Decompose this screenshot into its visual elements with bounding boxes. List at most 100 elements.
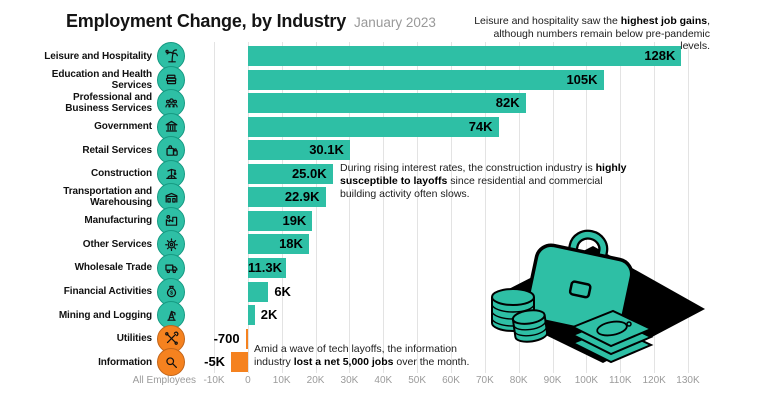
x-axis-tick: 60K [442, 375, 460, 386]
annotation-text: Leisure and hospitality saw the [474, 15, 621, 27]
bar-value-label: 2K [260, 307, 278, 323]
bar-value-label: -5K [204, 354, 226, 370]
x-axis-tick: 50K [408, 375, 427, 386]
annotation-text: During rising interest rates, the constr… [340, 162, 596, 174]
gridline [315, 42, 317, 373]
gridline [281, 42, 283, 373]
palm-tree-icon [157, 42, 185, 70]
bar-value-label: 105K [566, 71, 598, 87]
x-axis-tick: 40K [374, 375, 393, 386]
annotation-bold-text: highly susceptible to layoffs [340, 162, 627, 187]
bar [248, 234, 309, 255]
x-axis-tick: 10K [272, 375, 291, 386]
bar [248, 210, 313, 231]
x-axis-tick: 80K [509, 375, 528, 386]
bar-value-label: 74K [468, 118, 493, 134]
x-axis-tick: 0 [245, 375, 251, 386]
warehouse-icon [157, 183, 185, 212]
annotation-leisure-hospitality: Leisure and hospitality saw the highest … [468, 15, 710, 53]
bar-value-label: 25.0K [291, 165, 327, 181]
annotation-text: over the month. [393, 356, 470, 368]
bar-value-label: 82K [495, 95, 520, 111]
bar-value-label: -700 [213, 330, 240, 346]
bar [248, 257, 287, 278]
x-axis-tick: 110K [608, 375, 632, 386]
gridline [349, 42, 351, 373]
crane-icon [157, 159, 185, 188]
category-label: Mining and Logging [58, 309, 152, 321]
bar [248, 305, 255, 326]
books-icon [157, 65, 185, 94]
annotation-text: , although numbers remain below pre-pand… [493, 15, 710, 52]
briefcase-money-illustration [473, 213, 718, 373]
annotation-text: since residential and commercial buildin… [340, 175, 603, 200]
x-axis-tick: 70K [475, 375, 494, 386]
x-axis-tick: 130K [676, 375, 700, 386]
annotation-construction: During rising interest rates, the constr… [340, 162, 636, 201]
bar [248, 187, 326, 208]
shopping-bags-icon [157, 136, 185, 165]
x-axis-tick: 120K [642, 375, 666, 386]
annotation-information: Amid a wave of tech layoffs, the informa… [254, 343, 480, 369]
category-label: Professional and Business Services [65, 92, 152, 115]
gridline [620, 42, 622, 373]
annotation-text: Amid a wave of tech layoffs, the informa… [254, 343, 457, 368]
bar [248, 163, 333, 184]
category-label: Utilities [116, 333, 152, 345]
category-label: Leisure and Hospitality [44, 50, 152, 62]
bar-value-label: 128K [644, 48, 676, 63]
gridline [654, 42, 656, 373]
gridline [214, 42, 215, 373]
bar [248, 140, 350, 161]
category-label: Manufacturing [84, 215, 152, 227]
annotation-bold-text: highest job gains [620, 15, 708, 27]
people-group-icon [157, 89, 185, 118]
bar [248, 281, 269, 302]
gridline [383, 42, 385, 373]
annotation-bold-text: lost a net 5,000 jobs [293, 356, 394, 368]
bar [231, 352, 248, 373]
category-label: Education and Health Services [51, 68, 152, 91]
bar-value-label: 30.1K [309, 142, 344, 158]
bar-value-label: 6K [274, 283, 291, 299]
oil-derrick-icon [157, 301, 185, 330]
delivery-truck-icon [157, 253, 185, 282]
category-label: Financial Activities [63, 286, 152, 297]
bar [245, 328, 248, 349]
x-axis-tick: 30K [340, 375, 359, 386]
gridline [417, 42, 419, 373]
category-label: Wholesale Trade [74, 262, 153, 274]
x-axis-tick: 20K [306, 375, 325, 386]
bar-value-label: 18K [279, 236, 303, 252]
header: Employment Change, by Industry January 2… [66, 11, 436, 32]
gear-icon [157, 230, 185, 259]
category-label: Transportation and Warehousing [63, 186, 152, 209]
bar [248, 93, 526, 114]
category-label: Other Services [82, 238, 152, 250]
bar-value-label: 22.9K [284, 189, 320, 205]
gridline [518, 42, 520, 373]
x-axis-tick: -10K [203, 375, 225, 386]
gridline [450, 42, 452, 373]
category-label: Government [94, 121, 152, 133]
category-label: Information [98, 356, 152, 368]
gridline [586, 42, 588, 373]
x-axis-title: All Employees [132, 375, 196, 386]
gridline [484, 42, 486, 373]
svg-text:$: $ [170, 290, 173, 296]
page-subtitle: January 2023 [354, 15, 436, 30]
bar-value-label: 19K [282, 212, 307, 228]
x-axis-tick: 100K [574, 375, 599, 386]
bar-value-label: 11.3K [248, 259, 282, 275]
bar [248, 69, 604, 90]
bar [248, 116, 499, 137]
money-bag-icon: $ [157, 277, 185, 306]
magnifying-glass-icon [157, 348, 185, 377]
category-label: Construction [90, 168, 152, 180]
gridline [552, 42, 554, 373]
page-title: Employment Change, by Industry [66, 11, 347, 31]
bar [248, 46, 682, 66]
gridline [687, 42, 689, 373]
category-label: Retail Services [82, 144, 152, 156]
